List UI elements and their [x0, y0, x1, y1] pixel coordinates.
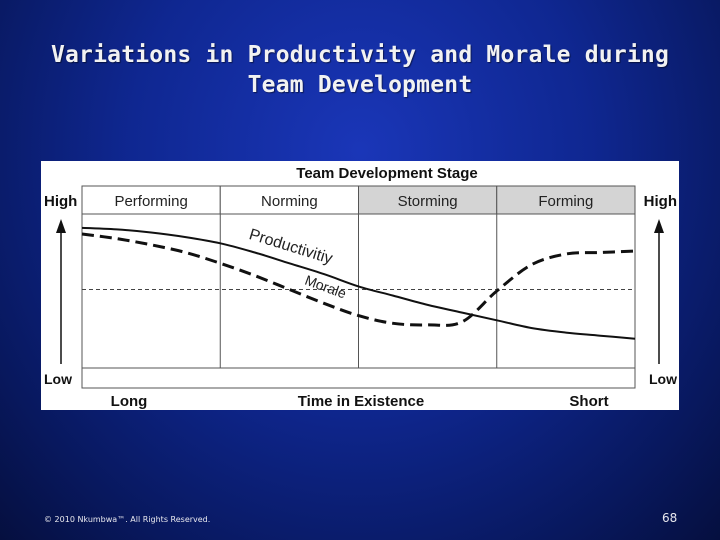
- stage-cell-0: [81, 185, 221, 215]
- y-axis-arrowhead-right: [654, 219, 664, 233]
- stage-cell-2: [358, 185, 498, 215]
- slide-title: Variations in Productivity and Morale du…: [40, 40, 680, 100]
- y-low-label-right: Low: [649, 371, 677, 387]
- series-layer: [81, 226, 636, 340]
- stage-label: Storming: [398, 193, 458, 210]
- slide-title-line-2: Team Development: [247, 72, 473, 98]
- slide-title-line-1: Variations in Productivity and Morale du…: [50, 42, 670, 68]
- y-high-label-right: High: [644, 193, 677, 210]
- x-axis-label: Time in Existence: [298, 393, 424, 410]
- stage-label: Norming: [261, 193, 318, 210]
- copyright-footer: © 2010 Nkumbwa™. All Rights Reserved.: [44, 515, 211, 524]
- page-number: 68: [662, 511, 678, 525]
- series-line-morale: [81, 232, 636, 327]
- stage-label: Forming: [538, 193, 593, 210]
- chart-svg: Team Development Stage Performing Norming…: [41, 161, 679, 410]
- y-high-label-left: High: [44, 193, 77, 210]
- stage-label: Performing: [114, 193, 187, 210]
- x-start-label: Long: [111, 393, 148, 410]
- y-axis-arrowhead-left: [56, 219, 66, 233]
- stage-cell-1: [219, 185, 359, 215]
- x-end-label: Short: [569, 393, 608, 410]
- chart-title: Team Development Stage: [296, 165, 477, 182]
- y-low-label-left: Low: [44, 371, 72, 387]
- chart-figure: Team Development Stage Performing Norming…: [41, 161, 679, 410]
- stage-header: Performing Norming Storming Forming: [81, 185, 636, 215]
- plot-frame: [56, 213, 664, 389]
- series-line-productivitiy: [81, 226, 636, 340]
